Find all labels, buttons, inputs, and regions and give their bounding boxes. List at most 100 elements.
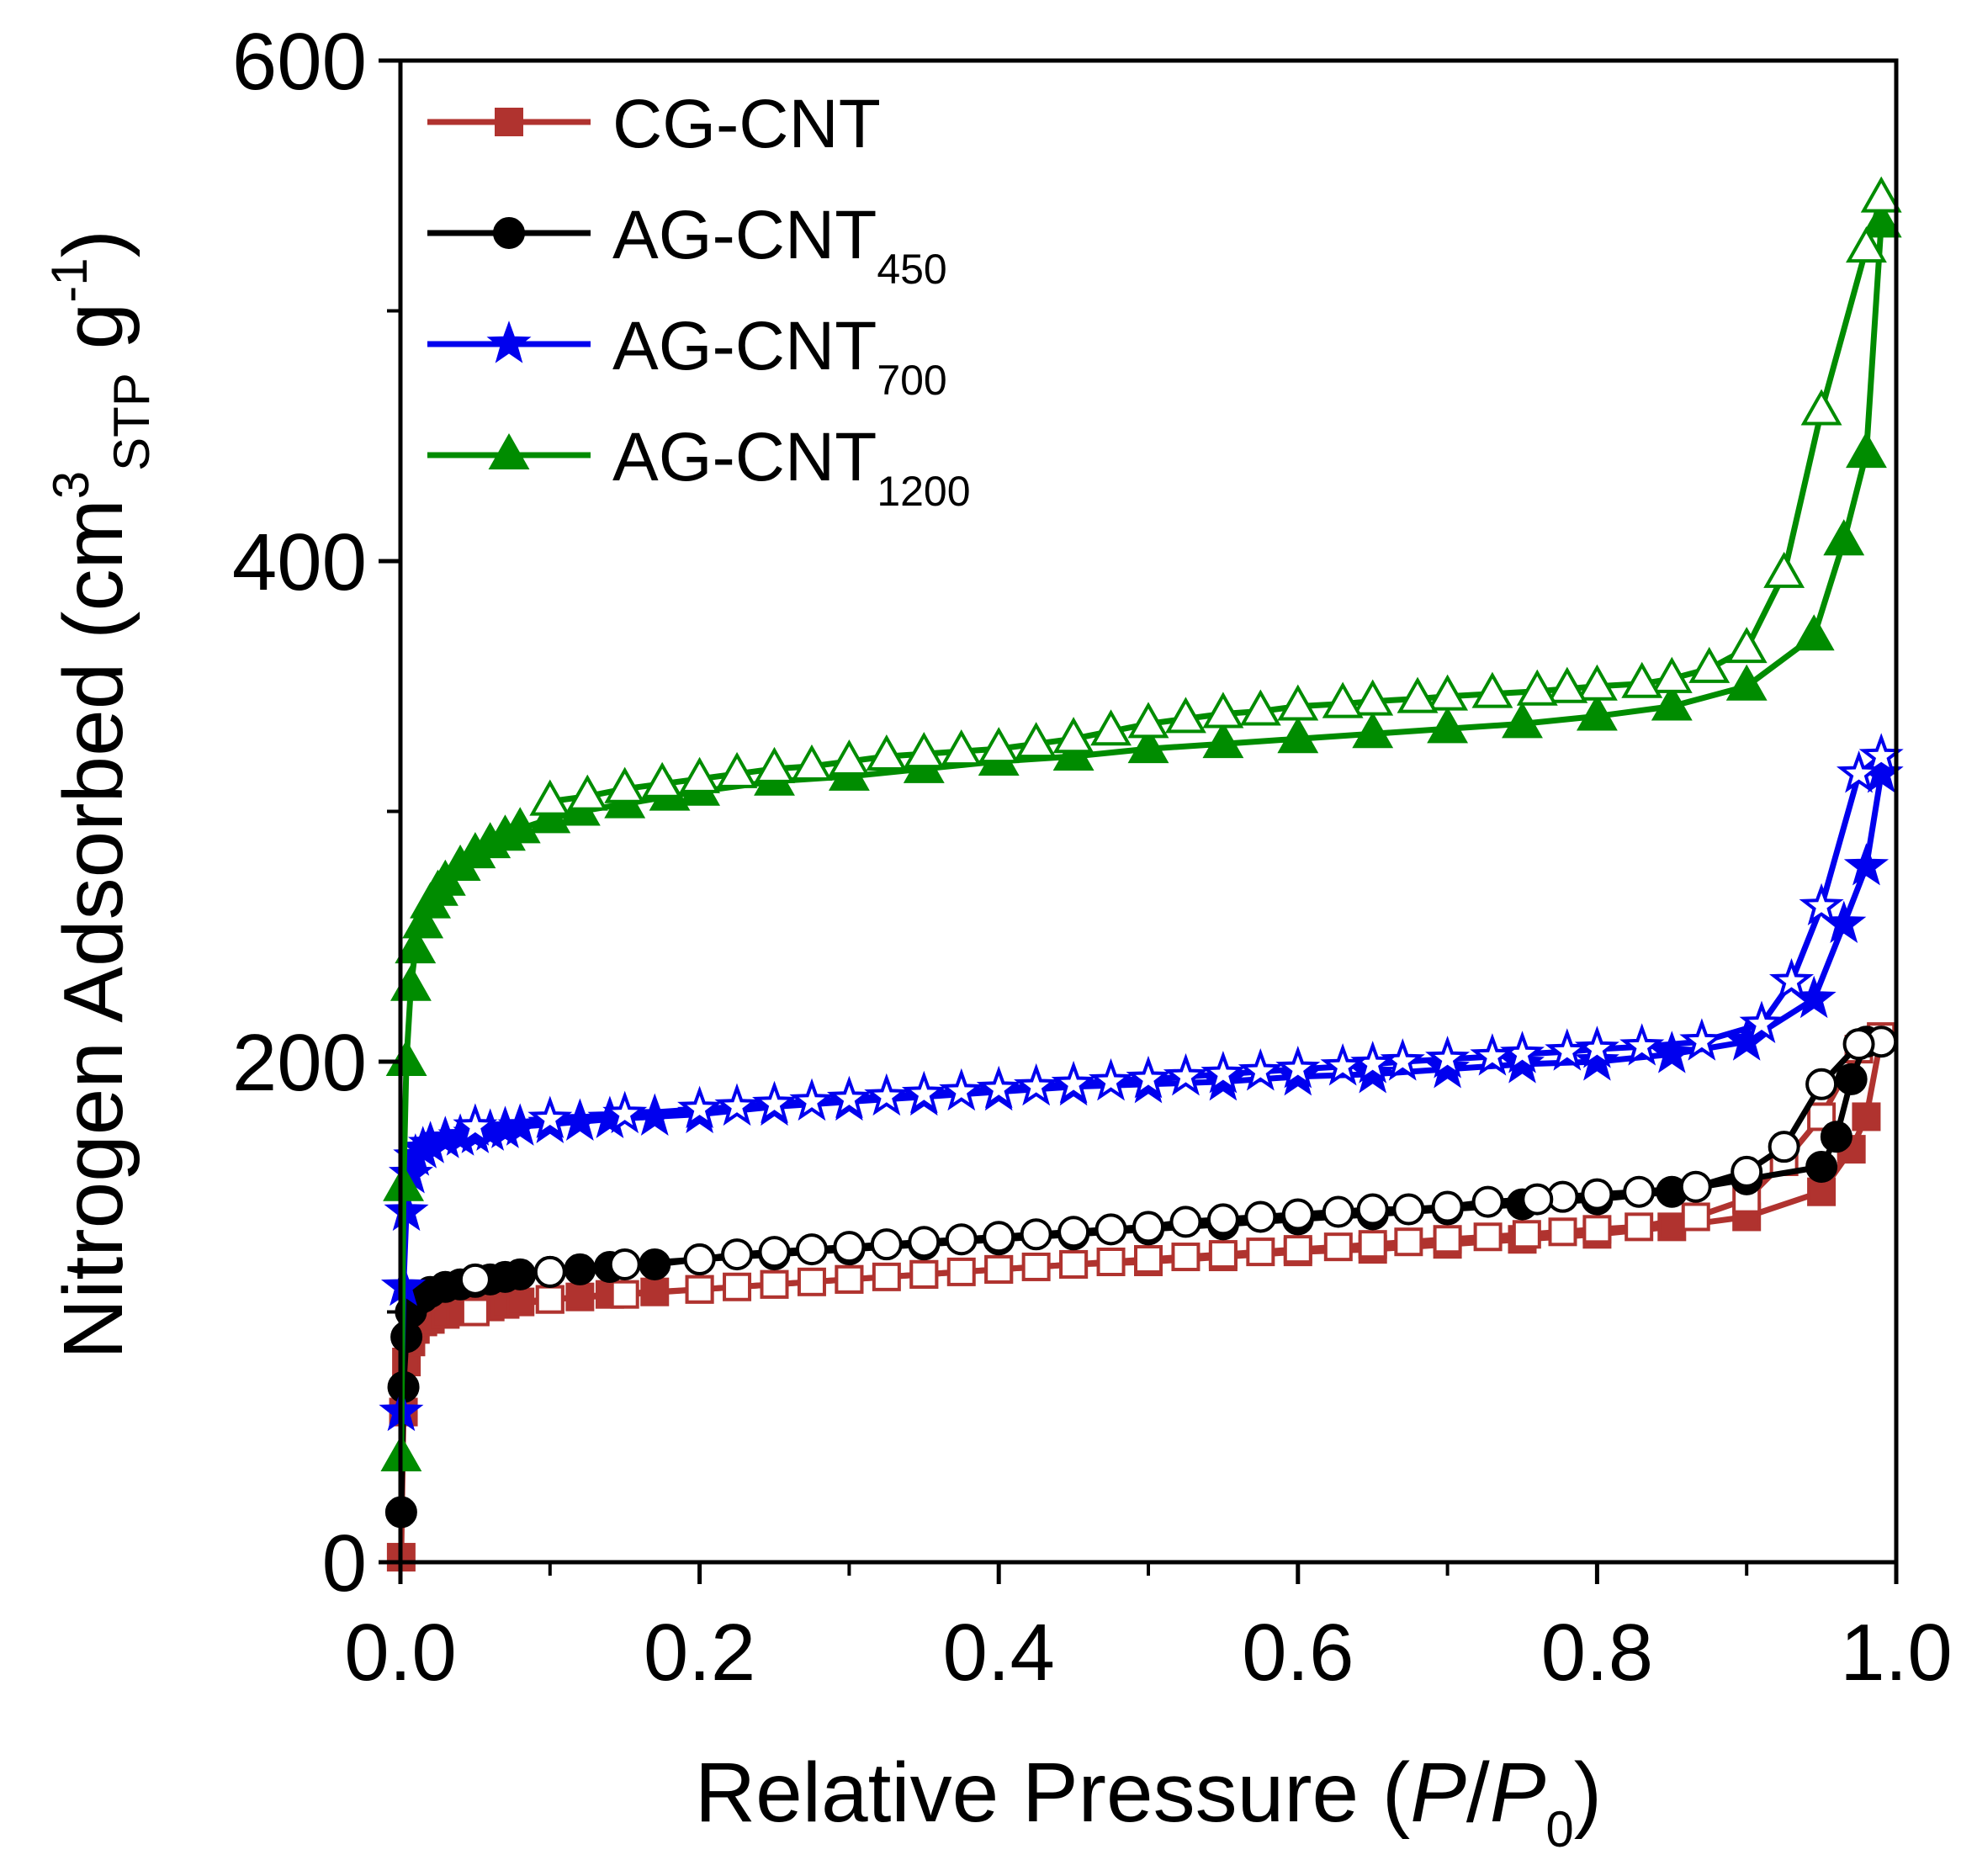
AG-CNT450-desorption-point (721, 1238, 754, 1271)
AG-CNT450-desorption-point (1322, 1195, 1354, 1228)
CG-CNT-adsorption-point (640, 1277, 670, 1306)
AG-CNT1200-desorption-point (1052, 717, 1095, 754)
AG-CNT450-desorption-point (1244, 1200, 1277, 1233)
AG-CNT1200-desorption-point (1127, 702, 1169, 739)
legend-marker (488, 432, 530, 469)
legend-marker (495, 108, 523, 136)
legend-label: AG-CNT450 (612, 197, 947, 293)
AG-CNT700-desorption-point (714, 1083, 760, 1126)
AG-CNT1200-adsorption-point (1793, 614, 1835, 651)
AG-CNT450-desorption-point (1095, 1213, 1127, 1246)
CG-CNT-desorption-point (723, 1272, 752, 1301)
AG-CNT700-adsorption-point (557, 1098, 602, 1142)
AG-CNT1200-desorption-point (1846, 226, 1887, 263)
CG-CNT-desorption-point (1394, 1227, 1423, 1257)
AG-CNT1200-desorption-point (791, 744, 833, 781)
AG-CNT1200-desorption-point (978, 727, 1020, 764)
AG-CNT450-desorption-point (533, 1255, 566, 1288)
AG-CNT1200-adsorption-point (1277, 717, 1319, 754)
CG-CNT-desorption-point (1246, 1237, 1275, 1267)
AG-CNT700-desorption-point (1545, 1028, 1590, 1071)
AG-CNT700-desorption-point (901, 1070, 946, 1114)
AG-CNT1200-desorption-point (1015, 722, 1057, 759)
AG-CNT1200-desorption-point (716, 751, 758, 788)
CG-CNT-desorption-point (1208, 1240, 1238, 1269)
AG-CNT1200-desorption-point (1763, 551, 1805, 588)
CG-CNT-desorption-point (984, 1254, 1014, 1284)
AG-CNT1200-desorption-point (1800, 389, 1842, 426)
CG-CNT-adsorption-point (1657, 1212, 1687, 1242)
CG-CNT-desorption-point (1582, 1215, 1612, 1244)
AG-CNT1200-adsorption-point (1846, 432, 1887, 469)
AG-CNT450-desorption-point (1392, 1193, 1425, 1226)
CG-CNT-desorption-point (1625, 1212, 1654, 1242)
x-tick-label: 0.8 (1541, 1608, 1653, 1698)
AG-CNT700-desorption-point (602, 1090, 648, 1134)
CG-CNT-desorption-point (1473, 1222, 1503, 1252)
series-AG-CNT450 (384, 1025, 1898, 1529)
CG-CNT-desorption-point (685, 1275, 714, 1304)
AG-CNT700-desorption-point (939, 1068, 984, 1111)
CG-CNT-desorption-point (460, 1297, 490, 1327)
CG-CNT-desorption-point (535, 1285, 564, 1314)
series-AG-CNT700 (379, 733, 1904, 1432)
axes-layer: 0.0 0.2 0.4 0.6 0.8 1.0 0 200 400 600 (232, 17, 1953, 1698)
legend-item-AG-CNT700: AG-CNT700 (427, 308, 947, 404)
CG-CNT-desorption-point (1096, 1248, 1126, 1276)
CG-CNT-desorption-point (1021, 1252, 1051, 1281)
legend-label: AG-CNT700 (612, 308, 947, 404)
y-axis-title: Nitrogen Adsorbed (cm3STP g-1) (41, 230, 160, 1359)
AG-CNT700-desorption-point (1275, 1046, 1321, 1089)
AG-CNT700-desorption-point (1163, 1052, 1209, 1096)
series-AG-CNT1200 (380, 176, 1902, 1472)
AG-CNT700-desorption-point (1470, 1033, 1515, 1076)
AG-CNT700-desorption-point (1799, 882, 1844, 926)
AG-CNT700-desorption-point (1380, 1038, 1425, 1081)
AG-CNT1200-desorption-point (1352, 679, 1394, 716)
AG-CNT700-desorption-point (1088, 1057, 1134, 1101)
CG-CNT-desorption-point (946, 1257, 976, 1286)
AG-CNT700-desorption-point (1739, 1000, 1784, 1044)
CG-CNT-adsorption-point (565, 1282, 595, 1312)
AG-CNT450-desorption-point (758, 1236, 791, 1269)
AG-CNT700-adsorption-point (384, 1188, 429, 1232)
legend-label: CG-CNT (612, 86, 881, 162)
AG-CNT700-desorption-point (1320, 1042, 1365, 1086)
AG-CNT700-desorption-point (1238, 1047, 1283, 1091)
CG-CNT-desorption-point (1548, 1217, 1577, 1247)
AG-CNT700-adsorption-point (632, 1093, 677, 1137)
y-tick-label: 0 (322, 1518, 367, 1608)
AG-CNT1200-adsorption-point (1052, 734, 1095, 771)
axis-titles: Relative Pressure (P/P0) Nitrogen Adsorb… (41, 230, 1602, 1857)
AG-CNT1200-desorption-point (1576, 664, 1618, 701)
AG-CNT1200-desorption-point (1546, 666, 1588, 703)
CG-CNT-desorption-point (1433, 1225, 1462, 1254)
AG-CNT1200-desorption-point (1322, 681, 1364, 718)
AG-CNT450-desorption-point (683, 1243, 716, 1276)
AG-CNT1200-desorption-point (1725, 627, 1768, 664)
CG-CNT-desorption-point (1512, 1220, 1541, 1249)
AG-CNT1200-desorption-point (679, 756, 721, 793)
y-tick-label: 400 (232, 517, 367, 607)
AG-CNT450-desorption-point (1281, 1198, 1314, 1231)
AG-CNT1200-desorption-point (1621, 661, 1663, 698)
CG-CNT-adsorption-point (1807, 1177, 1837, 1206)
AG-CNT450-desorption-point (945, 1223, 978, 1256)
AG-CNT450-desorption-point (795, 1233, 828, 1266)
AG-CNT1200-adsorption-point (499, 807, 541, 844)
AG-CNT1200-adsorption-point (1352, 712, 1394, 749)
AG-CNT450-desorption-point (1431, 1190, 1464, 1223)
y-tick-label: 200 (232, 1018, 367, 1108)
AG-CNT450-adsorption-point (1820, 1121, 1852, 1153)
AG-CNT1200-adsorption-point (529, 797, 571, 834)
x-tick-label: 0.6 (1242, 1608, 1354, 1698)
AG-CNT450-desorption-point (458, 1263, 491, 1296)
AG-CNT700-adsorption-point (1649, 1031, 1694, 1073)
AG-CNT700-desorption-point (1350, 1041, 1396, 1084)
AG-CNT1200-desorption-point (1688, 646, 1731, 683)
AG-CNT700-desorption-point (453, 1103, 498, 1146)
CG-CNT-desorption-point (1323, 1232, 1353, 1262)
AG-CNT700-desorption-point (677, 1085, 723, 1129)
legend-marker (486, 321, 532, 363)
